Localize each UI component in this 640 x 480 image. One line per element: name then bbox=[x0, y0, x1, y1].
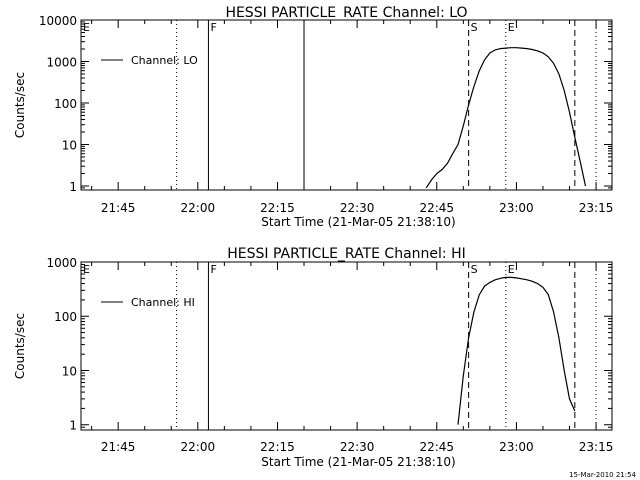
time-marker-label: F bbox=[210, 263, 216, 276]
series-line bbox=[457, 276, 576, 425]
y-tick-label: 100 bbox=[54, 97, 77, 111]
time-marker-label: E bbox=[508, 263, 515, 276]
legend-label: Channel: HI bbox=[131, 296, 195, 309]
chart-panel-hi: HESSI PARTICLE_RATE Channel: HI 1 10 100 100… bbox=[13, 246, 613, 469]
time-marker-label: E bbox=[508, 21, 515, 34]
x-tick-label: 23:15 bbox=[579, 440, 614, 454]
x-tick-label: 21:45 bbox=[101, 201, 136, 215]
chart-panel-lo: HESSI PARTICLE_RATE Channel: LO 1 10 100 100… bbox=[13, 5, 613, 229]
x-axis-label: Start Time (21-Mar-05 21:38:10) bbox=[261, 455, 455, 469]
time-marker-label: E bbox=[83, 263, 90, 276]
x-tick-label: 23:15 bbox=[579, 201, 614, 215]
x-tick-label: 22:15 bbox=[260, 201, 295, 215]
y-axis-label: Counts/sec bbox=[13, 72, 27, 138]
x-tick-label: 23:00 bbox=[499, 201, 534, 215]
chart-title: HESSI PARTICLE_RATE Channel: HI bbox=[227, 246, 465, 262]
y-tick-label: 100 bbox=[54, 310, 77, 324]
y-tick-label: 1 bbox=[69, 180, 77, 194]
y-tick-label: 10000 bbox=[39, 14, 77, 28]
time-marker-label: S bbox=[471, 21, 478, 34]
x-tick-label: 22:30 bbox=[340, 201, 375, 215]
time-marker-label: E bbox=[83, 21, 90, 34]
y-tick-label: 1000 bbox=[46, 256, 77, 270]
x-tick-label: 22:30 bbox=[340, 440, 375, 454]
x-tick-label: 22:15 bbox=[260, 440, 295, 454]
x-tick-label: 22:00 bbox=[181, 440, 216, 454]
y-tick-label: 1 bbox=[69, 419, 77, 433]
x-tick-label: 22:45 bbox=[419, 201, 454, 215]
y-tick-label: 10 bbox=[62, 364, 77, 378]
y-tick-label: 1000 bbox=[46, 55, 77, 69]
series-line bbox=[425, 47, 587, 189]
legend-label: Channel: LO bbox=[131, 54, 198, 67]
chart-title: HESSI PARTICLE_RATE Channel: LO bbox=[225, 5, 467, 21]
x-tick-label: 21:45 bbox=[101, 440, 136, 454]
x-tick-label: 23:00 bbox=[499, 440, 534, 454]
plot-frame bbox=[80, 19, 613, 191]
time-marker-label: S bbox=[471, 263, 478, 276]
x-tick-label: 22:00 bbox=[181, 201, 216, 215]
timestamp-stamp: 15-Mar-2010 21:54 bbox=[569, 471, 636, 479]
y-axis-label: Counts/sec bbox=[13, 313, 27, 379]
y-tick-label: 10 bbox=[62, 138, 77, 152]
plot-frame bbox=[80, 261, 613, 431]
x-tick-label: 22:45 bbox=[419, 440, 454, 454]
time-marker-label: F bbox=[210, 21, 216, 34]
x-axis-label: Start Time (21-Mar-05 21:38:10) bbox=[261, 215, 455, 229]
